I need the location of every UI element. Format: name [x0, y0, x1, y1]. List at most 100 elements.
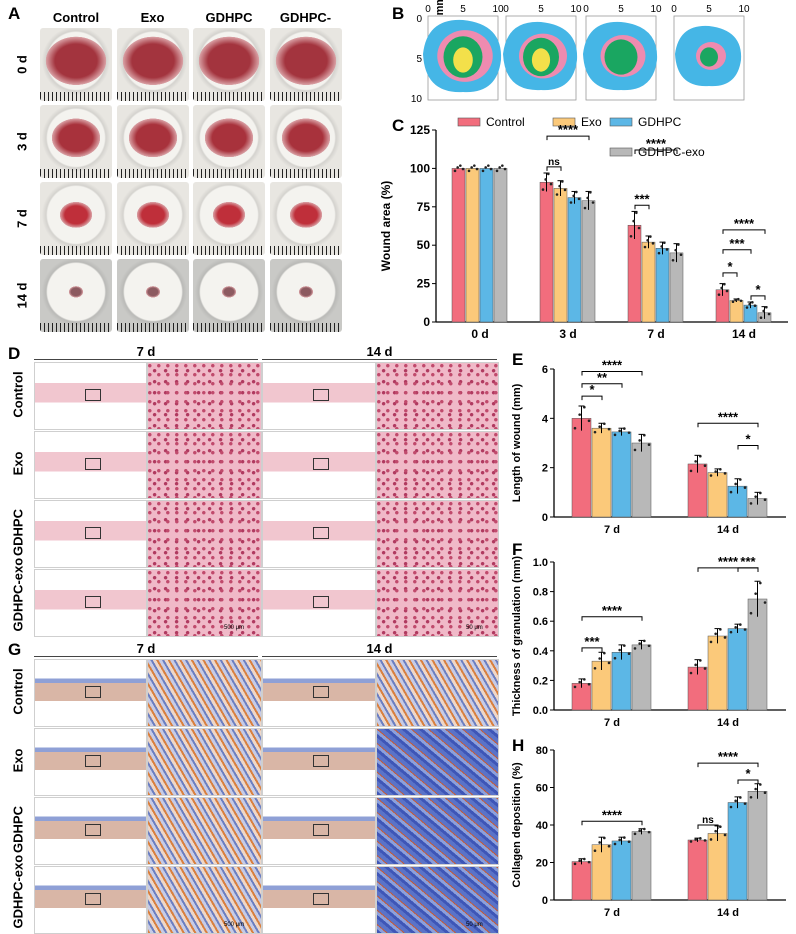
panel-label-f: F: [512, 540, 523, 559]
data-point: [578, 413, 581, 416]
c-14d-1star-b-label: *: [755, 282, 761, 297]
data-point: [643, 827, 646, 831]
data-point: [679, 253, 683, 257]
h-14d-ns-label: ns: [702, 815, 714, 826]
legend-label-control: Control: [486, 115, 525, 129]
data-point: [627, 652, 631, 656]
trace-day7-3: [700, 47, 718, 67]
data-point: [632, 219, 635, 223]
e-7d-1star-bracket: [581, 395, 603, 401]
histo-row-label-gdhpc: GDHPC: [10, 806, 26, 853]
legend-label-gdhpc-exo: GDHPC-exo: [638, 145, 705, 159]
data-point: [689, 671, 693, 675]
bar-exo-14d: [707, 472, 728, 518]
h-14d-4star-bracket: [697, 762, 759, 768]
wound-photo-exo-0d: [116, 28, 189, 101]
data-point: [607, 844, 611, 848]
data-point: [677, 243, 680, 246]
h-14d-4star-label: ****: [718, 749, 739, 764]
data-point: [583, 678, 586, 681]
data-point: [723, 833, 727, 837]
histo-tile-he-gdhpc-exo-1: [147, 569, 262, 637]
bar-control-3d: [539, 181, 554, 323]
data-point: [613, 433, 617, 437]
bar-gdhpc-exo-7d: [669, 252, 684, 323]
data-point: [598, 841, 601, 844]
histo-tile-he-gdhpc-exo-2: [262, 569, 376, 637]
f-14d-3star-bracket: [737, 567, 759, 572]
trace-day7-2: [604, 39, 638, 75]
e-14d-1star-label: *: [745, 431, 751, 446]
wound-photo-gdhpc-exo-7d: [269, 182, 342, 255]
y-tick-label: 0.4: [533, 646, 549, 658]
c-3d-4star-label: ****: [558, 122, 579, 137]
data-point: [575, 190, 578, 194]
histo-header-14d: 14 d: [366, 641, 393, 656]
data-point: [484, 166, 487, 169]
y-tick-label: 40: [536, 820, 548, 832]
data-point: [587, 860, 591, 864]
wound-photo-gdhpc-0d: [193, 28, 265, 101]
b-xtick-label: 10: [570, 4, 582, 15]
data-point: [577, 197, 581, 201]
data-point: [709, 838, 713, 841]
bar-control-7d: [571, 861, 592, 901]
f-14d-3star-label: ***: [740, 554, 756, 569]
h-7d-4star-label: ****: [602, 807, 623, 822]
scale-bar-50um: 50 μm: [466, 625, 483, 631]
data-point: [589, 191, 592, 194]
data-point: [717, 293, 721, 296]
histo-tile-mt-gdhpc-exo-1: [147, 866, 262, 934]
c-7d-3star-bracket: [634, 204, 650, 210]
y-tick-label: 0.6: [533, 616, 548, 628]
b-xtick-label: 5: [460, 4, 466, 15]
bar-gdhpc-3d: [567, 197, 582, 323]
data-point: [689, 469, 693, 473]
bar-gdhpc-7d: [655, 248, 670, 323]
data-point: [627, 840, 631, 843]
histo-row-label-exo: Exo: [10, 748, 26, 773]
data-point: [725, 289, 729, 293]
data-point: [558, 184, 561, 188]
wound-photo-exo-3d: [116, 105, 189, 178]
magnified-region-box: [84, 824, 101, 837]
trace-day14-1: [531, 48, 551, 72]
data-point: [637, 226, 641, 230]
histo-tile-mt-gdhpc-3: [376, 797, 499, 865]
panel-label-c: C: [392, 116, 405, 135]
data-point: [723, 472, 727, 475]
histo-tile-he-exo-2: [262, 431, 376, 499]
data-point: [544, 178, 547, 181]
wound-photo-control-7d: [40, 182, 112, 255]
data-point: [613, 842, 617, 846]
magnified-region-box: [313, 686, 330, 699]
data-point: [657, 251, 661, 255]
bar-gdhpc-14d: [727, 802, 748, 901]
data-point: [607, 427, 611, 431]
f-7d-4star-bracket: [581, 616, 643, 621]
e-7d-2star-bracket: [581, 383, 623, 388]
data-point: [709, 640, 713, 644]
data-point: [674, 248, 677, 252]
y-tick-label: 2: [542, 463, 548, 475]
c-14d-3star-label: ***: [729, 236, 745, 251]
histo-row-label-control: Control: [10, 668, 26, 715]
data-point: [647, 443, 651, 447]
data-point: [646, 238, 649, 242]
magnified-region-box: [313, 755, 330, 768]
panel-h-collagen-deposition-chart: 0 20 40 60 80 Collagen deposition (%) 7 d 14 d *…: [511, 745, 786, 919]
data-point: [618, 429, 621, 433]
histo-header-rule-14d: [262, 359, 497, 360]
magnified-region-box: [84, 686, 101, 699]
data-point: [649, 235, 652, 238]
data-point: [573, 426, 577, 430]
y-axis-label: Collagen deposition (%): [511, 762, 523, 888]
c-14d-4star-label: ****: [734, 216, 755, 231]
wound-photo-gdhpc-14d: [193, 259, 265, 332]
bar-exo-14d: [729, 300, 744, 323]
data-point: [573, 685, 577, 689]
b-xtick-label: 10: [738, 4, 750, 15]
data-point: [753, 304, 757, 308]
histo-tile-mt-exo-1: [147, 728, 262, 796]
data-point: [633, 448, 637, 452]
